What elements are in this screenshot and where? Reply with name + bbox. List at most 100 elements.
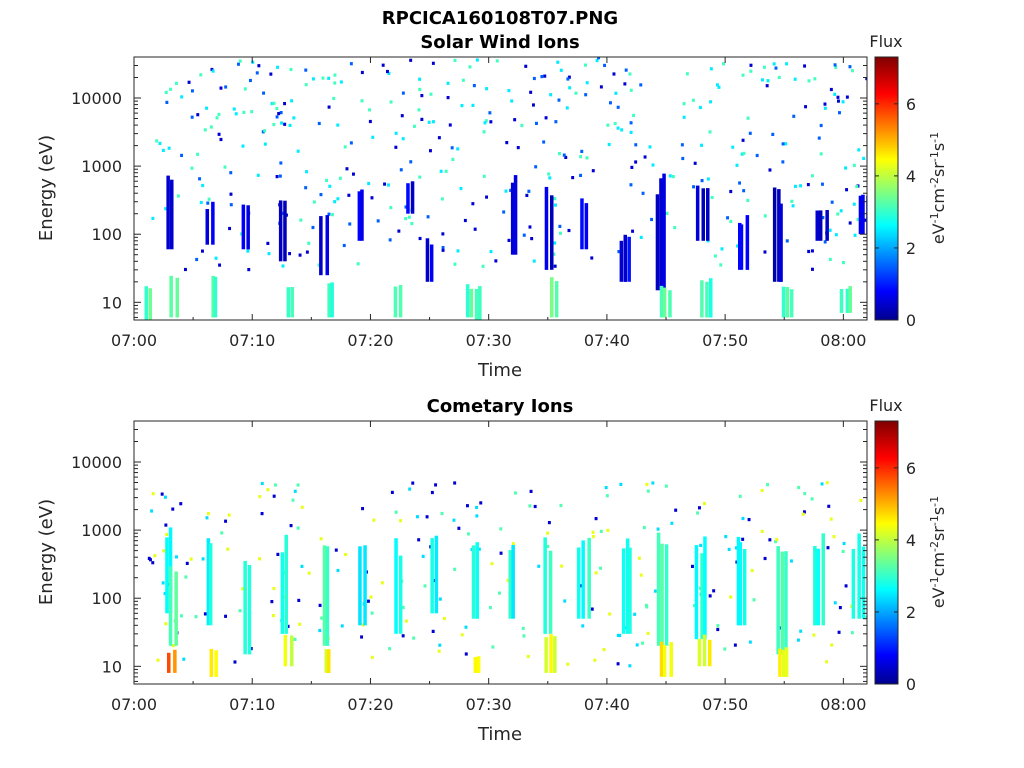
flux-pixel bbox=[370, 196, 374, 200]
flux-pixel bbox=[775, 537, 779, 542]
flux-pixel bbox=[642, 525, 646, 530]
flux-pixel bbox=[266, 241, 270, 245]
flux-streak bbox=[789, 289, 794, 318]
flux-pixel bbox=[855, 185, 859, 189]
flux-pixel bbox=[344, 552, 348, 557]
flux-streak bbox=[669, 642, 674, 677]
flux-pixel bbox=[628, 664, 632, 668]
flux-pixel bbox=[516, 146, 520, 150]
flux-pixel bbox=[558, 224, 562, 228]
flux-pixel bbox=[844, 166, 848, 170]
flux-pixel bbox=[609, 101, 612, 105]
flux-pixel bbox=[249, 78, 252, 83]
flux-pixel bbox=[507, 238, 511, 242]
flux-pixel bbox=[599, 529, 603, 533]
flux-pixel bbox=[567, 75, 571, 79]
flux-pixel bbox=[234, 112, 238, 116]
flux-pixel bbox=[250, 110, 254, 114]
flux-pixel bbox=[763, 250, 767, 254]
flux-pixel bbox=[401, 91, 405, 95]
flux-pixel bbox=[827, 504, 831, 508]
flux-pixel bbox=[547, 521, 551, 525]
flux-pixel bbox=[741, 537, 745, 541]
flux-pixel bbox=[483, 121, 487, 125]
flux-pixel bbox=[726, 216, 730, 220]
flux-pixel bbox=[838, 111, 841, 115]
flux-pixel bbox=[639, 235, 643, 239]
flux-pixel bbox=[446, 81, 450, 85]
flux-pixel bbox=[288, 252, 292, 256]
flux-pixel bbox=[263, 142, 267, 146]
flux-pixel bbox=[491, 645, 495, 649]
flux-pixel bbox=[632, 113, 636, 118]
colorbar-tick-label: 6 bbox=[906, 95, 916, 114]
flux-pixel bbox=[774, 66, 778, 70]
flux-streak bbox=[549, 634, 553, 673]
flux-pixel bbox=[599, 566, 603, 570]
flux-pixel bbox=[842, 261, 845, 265]
flux-pixel bbox=[821, 182, 824, 186]
flux-pixel bbox=[777, 75, 781, 79]
flux-pixel bbox=[464, 652, 468, 656]
flux-pixel bbox=[318, 603, 322, 607]
flux-pixel bbox=[242, 110, 246, 114]
flux-pixel bbox=[735, 163, 739, 167]
flux-streak bbox=[815, 210, 820, 241]
flux-pixel bbox=[475, 514, 479, 518]
flux-pixel bbox=[857, 148, 861, 152]
flux-pixel bbox=[171, 507, 175, 511]
flux-streak bbox=[429, 244, 434, 282]
flux-pixel bbox=[456, 249, 460, 253]
flux-streak bbox=[406, 183, 410, 214]
colorbar-unit-label: eV-1cm-2sr-1s-1 bbox=[928, 132, 948, 244]
flux-pixel bbox=[537, 564, 541, 568]
flux-pixel bbox=[546, 531, 550, 535]
flux-pixel bbox=[723, 647, 727, 651]
flux-pixel bbox=[432, 120, 435, 124]
x-tick-label: 07:30 bbox=[466, 331, 512, 350]
flux-pixel bbox=[580, 149, 584, 153]
flux-pixel bbox=[563, 599, 567, 603]
flux-pixel bbox=[510, 99, 514, 103]
flux-pixel bbox=[431, 61, 435, 65]
plot-area-cometary bbox=[147, 481, 867, 677]
y-tick-label: 1000 bbox=[81, 157, 122, 176]
axes-solar-wind: 07:00 07:10 07:20 07:30 07:40 07:50 08:00 10 100… bbox=[71, 56, 867, 350]
flux-pixel bbox=[606, 123, 610, 127]
x-tick-label: 07:50 bbox=[702, 695, 748, 714]
flux-pixel bbox=[452, 518, 456, 522]
flux-pixel bbox=[171, 644, 175, 648]
flux-pixel bbox=[325, 178, 329, 182]
flux-pixel bbox=[521, 626, 525, 630]
flux-pixel bbox=[319, 193, 323, 197]
flux-pixel bbox=[799, 629, 803, 633]
flux-pixel bbox=[781, 160, 785, 164]
y-tick-label: 100 bbox=[91, 225, 122, 244]
flux-streak bbox=[742, 549, 747, 626]
flux-pixel bbox=[356, 262, 360, 266]
flux-pixel bbox=[833, 601, 837, 605]
flux-pixel bbox=[372, 518, 376, 522]
flux-pixel bbox=[305, 170, 309, 174]
flux-streak bbox=[511, 545, 515, 619]
flux-pixel bbox=[257, 64, 261, 68]
flux-pixel bbox=[534, 165, 538, 169]
flux-pixel bbox=[709, 100, 713, 104]
flux-pixel bbox=[196, 152, 200, 156]
flux-pixel bbox=[368, 108, 372, 112]
flux-pixel bbox=[246, 249, 250, 253]
flux-pixel bbox=[394, 510, 398, 514]
flux-pixel bbox=[552, 252, 556, 256]
flux-pixel bbox=[298, 622, 302, 626]
flux-pixel bbox=[584, 63, 587, 67]
flux-pixel bbox=[383, 182, 387, 186]
colorbar-tick-label: 0 bbox=[906, 311, 916, 330]
flux-pixel bbox=[553, 241, 557, 245]
flux-streak bbox=[510, 182, 515, 255]
flux-pixel bbox=[533, 504, 537, 509]
flux-pixel bbox=[331, 213, 334, 217]
flux-pixel bbox=[567, 228, 571, 233]
flux-pixel bbox=[852, 163, 856, 167]
flux-pixel bbox=[278, 174, 282, 178]
flux-pixel bbox=[863, 218, 867, 222]
